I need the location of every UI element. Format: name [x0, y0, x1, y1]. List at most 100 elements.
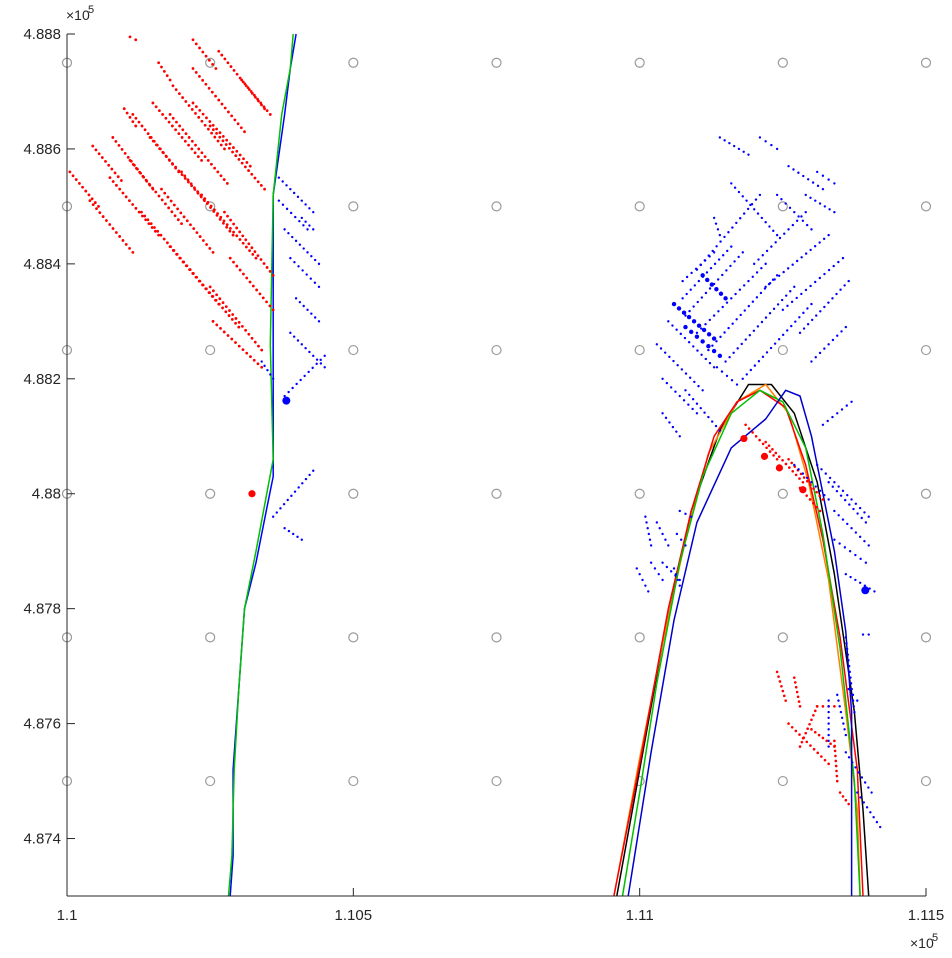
blue-point [712, 251, 716, 254]
blue-point [742, 284, 746, 287]
red-point [214, 67, 218, 70]
blue-point [659, 347, 663, 350]
blue-point [838, 705, 841, 708]
red-point [146, 218, 150, 222]
red-point [228, 142, 232, 146]
blue-point [806, 178, 810, 181]
red-point [244, 84, 248, 88]
blue-point [867, 633, 870, 636]
red-point [144, 178, 148, 182]
red-point [798, 477, 801, 480]
grid-circle [491, 632, 502, 643]
blue-point [844, 733, 848, 737]
blue-point [283, 527, 286, 530]
red-point [113, 171, 117, 175]
red-point [180, 170, 183, 174]
blue-point [695, 402, 699, 405]
red-point [256, 97, 259, 101]
red-point [210, 131, 213, 135]
blue-point [305, 273, 308, 276]
red-point [235, 234, 239, 238]
blue-point [679, 332, 682, 336]
blue-point [865, 806, 869, 809]
red-point [823, 758, 827, 762]
blue-point [297, 486, 300, 489]
blue-point [741, 251, 744, 254]
red-point [751, 431, 754, 434]
grid-circle [777, 488, 788, 499]
blue-point [804, 193, 807, 197]
blue-point [875, 820, 879, 824]
blue-point [711, 348, 717, 354]
marker-points [248, 396, 870, 595]
red-point [191, 272, 195, 275]
blue-point [831, 297, 834, 300]
blue-point [836, 693, 839, 697]
blue-point [295, 382, 298, 386]
blue-point [790, 300, 794, 304]
blue-point [667, 544, 670, 547]
red-point [163, 191, 167, 195]
blue-point [283, 228, 286, 231]
red-point [124, 243, 128, 246]
red-point [808, 498, 812, 501]
red-point [241, 241, 245, 245]
blue-point [644, 584, 647, 587]
blue-point [317, 262, 321, 266]
red-point [214, 298, 218, 302]
blue-point [821, 174, 825, 177]
blue-point [804, 210, 807, 214]
blue-point [708, 287, 712, 290]
blue-point [271, 377, 275, 380]
red-point [200, 159, 203, 162]
red-point [187, 180, 190, 184]
red-point [154, 105, 158, 109]
blue-point [312, 354, 315, 358]
blue-point [833, 481, 836, 484]
blue-point [818, 489, 822, 493]
blue-point [760, 320, 764, 324]
red-point [232, 230, 235, 234]
blue-point [696, 349, 699, 352]
blue-point [684, 512, 687, 516]
red-point [175, 120, 178, 124]
red-point [777, 675, 780, 678]
blue-point [827, 745, 830, 748]
red-point [238, 153, 242, 157]
red-point [259, 258, 263, 261]
red-point [178, 256, 182, 260]
red-point [190, 147, 194, 151]
red-point [229, 218, 232, 222]
blue-point [730, 245, 733, 248]
blue-point [678, 584, 681, 587]
blue-point [693, 380, 696, 384]
blue-point [733, 186, 737, 189]
red-point [160, 187, 163, 191]
series-line [227, 33, 294, 897]
blue-point [661, 561, 664, 564]
blue-point [809, 284, 812, 288]
red-point [208, 285, 212, 289]
red-point [166, 241, 169, 245]
red-point [183, 176, 187, 180]
blue-point [836, 334, 839, 337]
blue-point [737, 190, 741, 194]
red-point [782, 694, 786, 698]
red-point [228, 256, 232, 260]
blue-point [672, 567, 676, 570]
red-point [165, 74, 169, 78]
blue-point [292, 532, 295, 536]
blue-point [641, 578, 644, 582]
blue-point [782, 270, 785, 274]
blue-point [747, 153, 750, 156]
blue-point [668, 355, 671, 359]
blue-point [713, 262, 717, 266]
red-point [175, 252, 178, 256]
red-point [818, 494, 822, 498]
red-point [771, 448, 774, 451]
red-point [234, 317, 238, 320]
blue-point [323, 354, 326, 358]
red-point [176, 218, 180, 222]
blue-point [260, 360, 263, 363]
blue-point [281, 180, 284, 183]
